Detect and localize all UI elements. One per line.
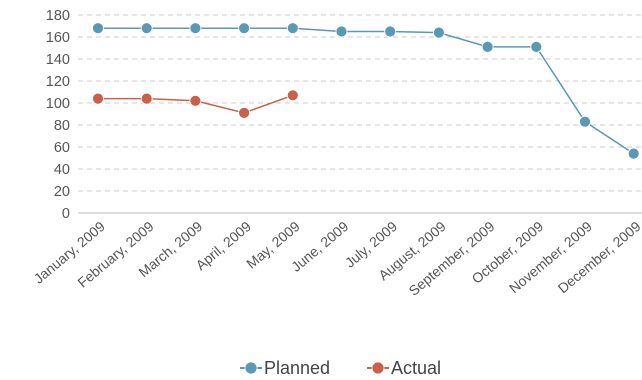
data-point-planned[interactable] [432,26,445,39]
x-tick-label: November, 2009 [506,218,595,296]
y-tick-label: 140 [46,52,70,68]
data-point-planned[interactable] [579,115,591,128]
legend-marker [244,361,258,375]
data-point-planned[interactable] [189,22,202,35]
data-point-planned[interactable] [238,22,251,35]
data-point-planned[interactable] [92,22,104,35]
y-tick-label: 120 [46,74,70,90]
series-group [92,22,640,160]
data-point-actual[interactable] [189,94,202,107]
y-tick-label: 40 [54,162,70,178]
data-point-actual[interactable] [140,92,153,105]
y-tick-label: 160 [46,30,70,46]
data-point-planned[interactable] [627,147,640,160]
legend-label-planned[interactable]: Planned [264,358,330,378]
y-tick-label: 80 [54,118,70,134]
data-point-actual[interactable] [238,107,251,119]
data-point-planned[interactable] [286,22,299,35]
legend-marker [371,361,385,375]
data-point-actual[interactable] [286,89,299,102]
y-axis-ticks: 0 20 40 60 80 100 120 140 160 180 [46,8,70,222]
y-tick-label: 0 [62,206,70,222]
data-point-planned[interactable] [481,41,494,53]
x-tick-label: December, 2009 [555,218,642,296]
x-tick-label: September, 2009 [406,218,498,299]
y-tick-label: 100 [46,96,70,112]
data-point-actual[interactable] [92,92,104,105]
data-point-planned[interactable] [140,22,153,35]
y-tick-label: 60 [54,140,70,156]
data-point-planned[interactable] [335,25,348,38]
grid-lines [78,14,642,192]
y-tick-label: 20 [54,184,70,200]
legend: Planned Actual [240,358,441,378]
data-point-planned[interactable] [530,41,543,53]
series-line-planned [98,27,635,155]
y-tick-label: 180 [46,8,70,24]
legend-label-actual[interactable]: Actual [391,358,441,378]
data-point-planned[interactable] [384,25,397,38]
